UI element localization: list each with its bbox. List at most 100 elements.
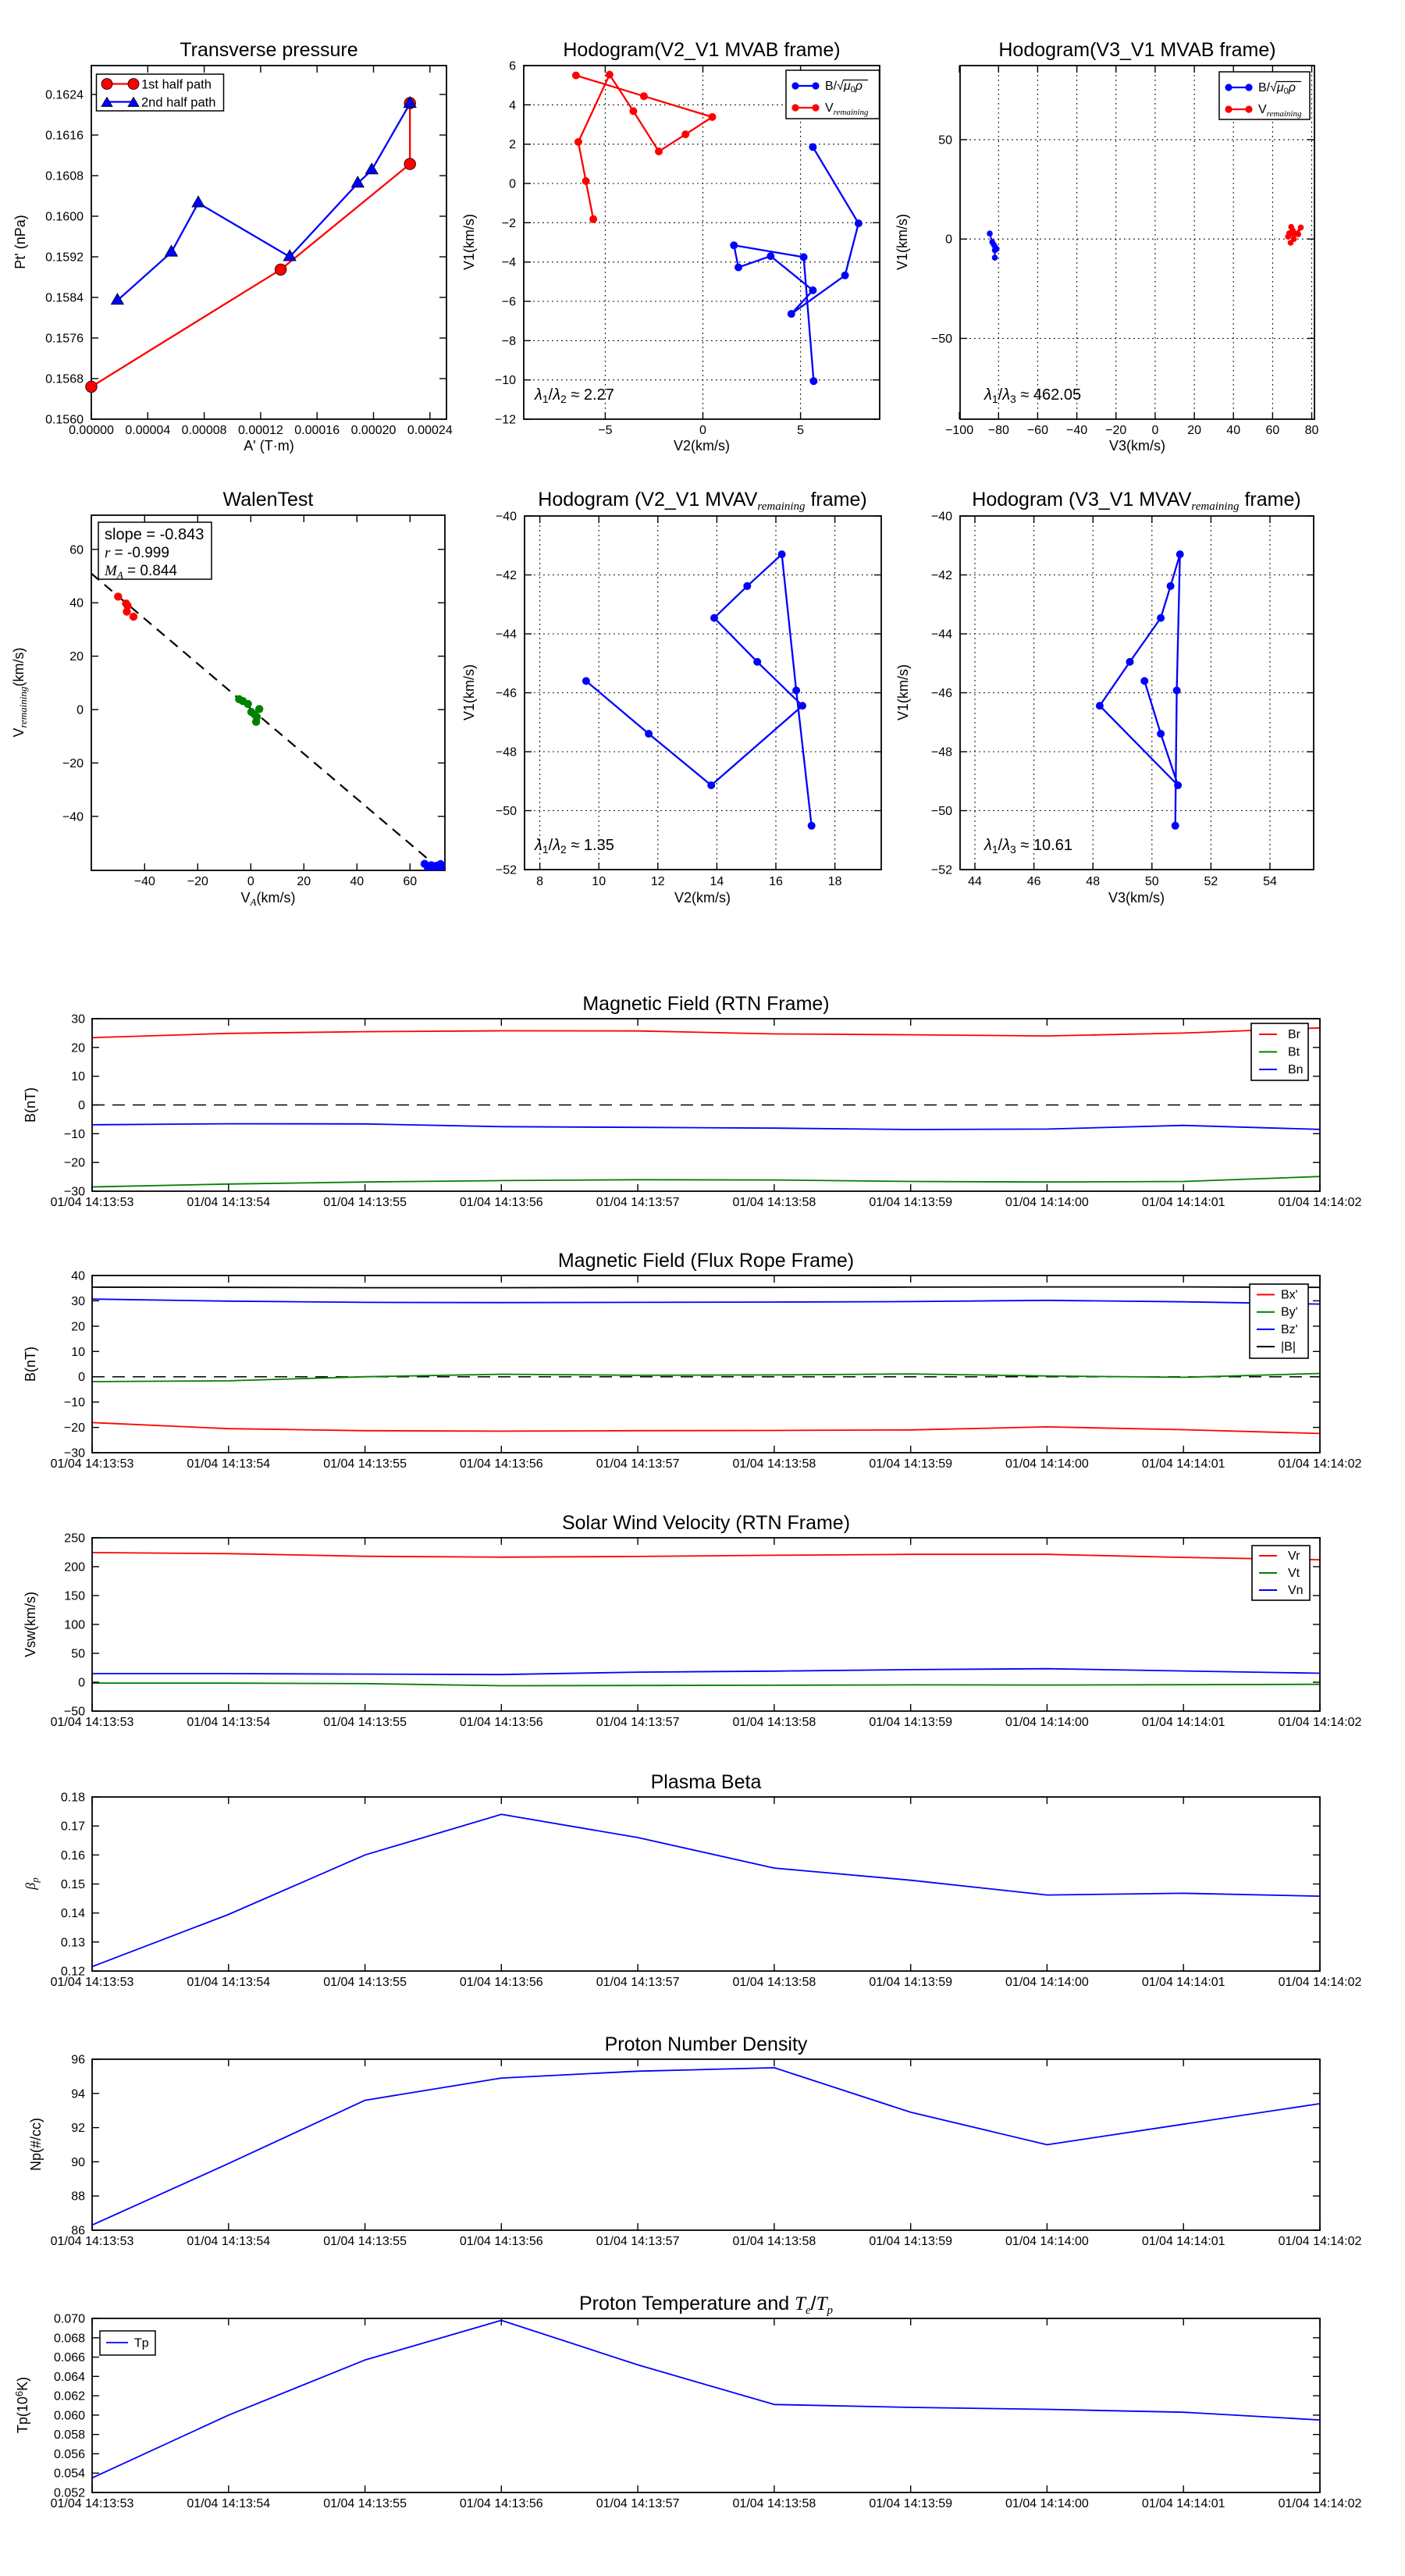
svg-text:01/04 14:13:54: 01/04 14:13:54 — [187, 1716, 270, 1729]
svg-text:80: 80 — [1305, 424, 1319, 437]
svg-text:01/04 14:14:02: 01/04 14:14:02 — [1279, 1716, 1362, 1729]
svg-text:0.00020: 0.00020 — [351, 424, 397, 437]
svg-text:0.054: 0.054 — [54, 2467, 85, 2481]
svg-text:WalenTest: WalenTest — [223, 489, 314, 511]
svg-text:B/√μ0ρ: B/√μ0ρ — [1258, 81, 1296, 96]
svg-text:V1(km/s): V1(km/s) — [461, 214, 477, 270]
svg-text:01/04 14:14:01: 01/04 14:14:01 — [1142, 1976, 1225, 1989]
svg-text:Transverse pressure: Transverse pressure — [180, 39, 357, 61]
svg-text:01/04 14:13:59: 01/04 14:13:59 — [869, 1457, 952, 1471]
svg-text:01/04 14:13:54: 01/04 14:13:54 — [187, 1976, 270, 1989]
svg-text:−30: −30 — [64, 1447, 85, 1461]
svg-text:01/04 14:13:54: 01/04 14:13:54 — [187, 1196, 270, 1209]
svg-text:0.13: 0.13 — [61, 1936, 85, 1949]
svg-text:λ1/λ3 ≈ 462.05: λ1/λ3 ≈ 462.05 — [984, 386, 1081, 405]
svg-text:V2(km/s): V2(km/s) — [674, 890, 731, 906]
svg-text:20: 20 — [71, 1320, 85, 1333]
svg-text:0.17: 0.17 — [61, 1820, 85, 1834]
svg-text:0.12: 0.12 — [61, 1966, 85, 1979]
svg-text:150: 150 — [64, 1590, 85, 1603]
svg-text:0: 0 — [78, 1099, 85, 1112]
svg-text:94: 94 — [71, 2087, 85, 2101]
svg-text:01/04 14:13:56: 01/04 14:13:56 — [460, 1457, 543, 1471]
svg-text:−50: −50 — [496, 805, 517, 818]
svg-text:20: 20 — [1187, 424, 1201, 437]
svg-text:2: 2 — [509, 138, 516, 151]
svg-text:01/04 14:13:56: 01/04 14:13:56 — [460, 2235, 543, 2248]
svg-text:−4: −4 — [502, 256, 516, 269]
svg-text:Vn: Vn — [1288, 1584, 1304, 1597]
svg-text:Pt' (nPa): Pt' (nPa) — [12, 215, 28, 269]
svg-text:90: 90 — [71, 2156, 85, 2169]
svg-text:B(nT): B(nT) — [23, 1347, 38, 1382]
svg-text:01/04 14:14:00: 01/04 14:14:00 — [1005, 1716, 1089, 1729]
svg-text:−30: −30 — [64, 1186, 85, 1199]
svg-text:−40: −40 — [1066, 424, 1087, 437]
svg-text:01/04 14:14:00: 01/04 14:14:00 — [1005, 2497, 1089, 2510]
svg-text:88: 88 — [71, 2190, 85, 2204]
svg-text:0.1560: 0.1560 — [45, 414, 84, 427]
svg-text:01/04 14:13:53: 01/04 14:13:53 — [51, 1976, 134, 1989]
svg-text:01/04 14:13:57: 01/04 14:13:57 — [596, 2235, 680, 2248]
svg-text:20: 20 — [297, 875, 311, 888]
svg-text:60: 60 — [403, 875, 417, 888]
svg-text:46: 46 — [1027, 875, 1041, 888]
svg-text:01/04 14:13:53: 01/04 14:13:53 — [51, 2497, 134, 2510]
svg-text:Bz': Bz' — [1281, 1323, 1298, 1336]
svg-text:01/04 14:13:56: 01/04 14:13:56 — [460, 1196, 543, 1209]
svg-text:0.070: 0.070 — [54, 2313, 85, 2326]
svg-text:01/04 14:13:58: 01/04 14:13:58 — [733, 1196, 816, 1209]
svg-text:0.00024: 0.00024 — [407, 424, 453, 437]
svg-text:86: 86 — [71, 2225, 85, 2238]
svg-text:0: 0 — [509, 178, 516, 191]
svg-text:01/04 14:13:54: 01/04 14:13:54 — [187, 2235, 270, 2248]
svg-text:VA(km/s): VA(km/s) — [241, 890, 296, 908]
svg-text:0.16: 0.16 — [61, 1849, 85, 1863]
svg-text:0.00016: 0.00016 — [294, 424, 340, 437]
svg-text:0.058: 0.058 — [54, 2428, 85, 2442]
svg-text:01/04 14:14:02: 01/04 14:14:02 — [1279, 2497, 1362, 2510]
svg-text:01/04 14:14:02: 01/04 14:14:02 — [1279, 1196, 1362, 1209]
svg-text:−46: −46 — [496, 687, 517, 700]
svg-text:01/04 14:14:00: 01/04 14:14:00 — [1005, 1457, 1089, 1471]
svg-text:01/04 14:13:54: 01/04 14:13:54 — [187, 2497, 270, 2510]
svg-text:V3(km/s): V3(km/s) — [1109, 438, 1165, 454]
svg-text:0.14: 0.14 — [61, 1907, 85, 1920]
svg-text:−52: −52 — [496, 864, 517, 877]
svg-text:V1(km/s): V1(km/s) — [895, 214, 910, 270]
svg-text:−42: −42 — [931, 569, 952, 582]
svg-text:0: 0 — [945, 233, 952, 247]
svg-text:r = -0.999: r = -0.999 — [105, 545, 169, 561]
svg-text:01/04 14:13:58: 01/04 14:13:58 — [733, 1716, 816, 1729]
svg-text:01/04 14:13:59: 01/04 14:13:59 — [869, 2497, 952, 2510]
svg-text:01/04 14:13:59: 01/04 14:13:59 — [869, 1716, 952, 1729]
svg-text:V2(km/s): V2(km/s) — [674, 438, 730, 454]
svg-text:−40: −40 — [62, 810, 84, 824]
svg-text:0.056: 0.056 — [54, 2448, 85, 2461]
svg-text:01/04 14:13:56: 01/04 14:13:56 — [460, 1976, 543, 1989]
svg-text:slope = -0.843: slope = -0.843 — [105, 526, 204, 543]
svg-text:0.00000: 0.00000 — [69, 424, 114, 437]
svg-text:01/04 14:13:56: 01/04 14:13:56 — [460, 2497, 543, 2510]
svg-text:Solar Wind Velocity (RTN Frame: Solar Wind Velocity (RTN Frame) — [562, 1512, 850, 1534]
svg-text:01/04 14:13:59: 01/04 14:13:59 — [869, 1976, 952, 1989]
svg-text:40: 40 — [1226, 424, 1240, 437]
svg-text:−52: −52 — [931, 864, 952, 877]
svg-text:01/04 14:13:53: 01/04 14:13:53 — [51, 1716, 134, 1729]
svg-text:1st half path: 1st half path — [141, 78, 212, 92]
svg-text:Vt: Vt — [1288, 1567, 1300, 1580]
svg-text:−20: −20 — [64, 1421, 85, 1435]
svg-text:01/04 14:13:55: 01/04 14:13:55 — [323, 2235, 407, 2248]
svg-text:0.00008: 0.00008 — [182, 424, 227, 437]
svg-text:40: 40 — [69, 597, 84, 610]
svg-text:52: 52 — [1204, 875, 1218, 888]
svg-text:A' (T·m): A' (T·m) — [244, 438, 293, 454]
svg-text:18: 18 — [828, 875, 842, 888]
svg-text:Bt: Bt — [1288, 1046, 1300, 1059]
svg-text:λ1/λ2 ≈ 2.27: λ1/λ2 ≈ 2.27 — [534, 386, 614, 405]
svg-text:0: 0 — [699, 424, 706, 437]
svg-text:12: 12 — [651, 875, 665, 888]
svg-text:B/√μ0ρ: B/√μ0ρ — [825, 80, 863, 94]
svg-text:λ1/λ3 ≈ 10.61: λ1/λ3 ≈ 10.61 — [984, 837, 1072, 856]
svg-text:01/04 14:13:55: 01/04 14:13:55 — [323, 1976, 407, 1989]
